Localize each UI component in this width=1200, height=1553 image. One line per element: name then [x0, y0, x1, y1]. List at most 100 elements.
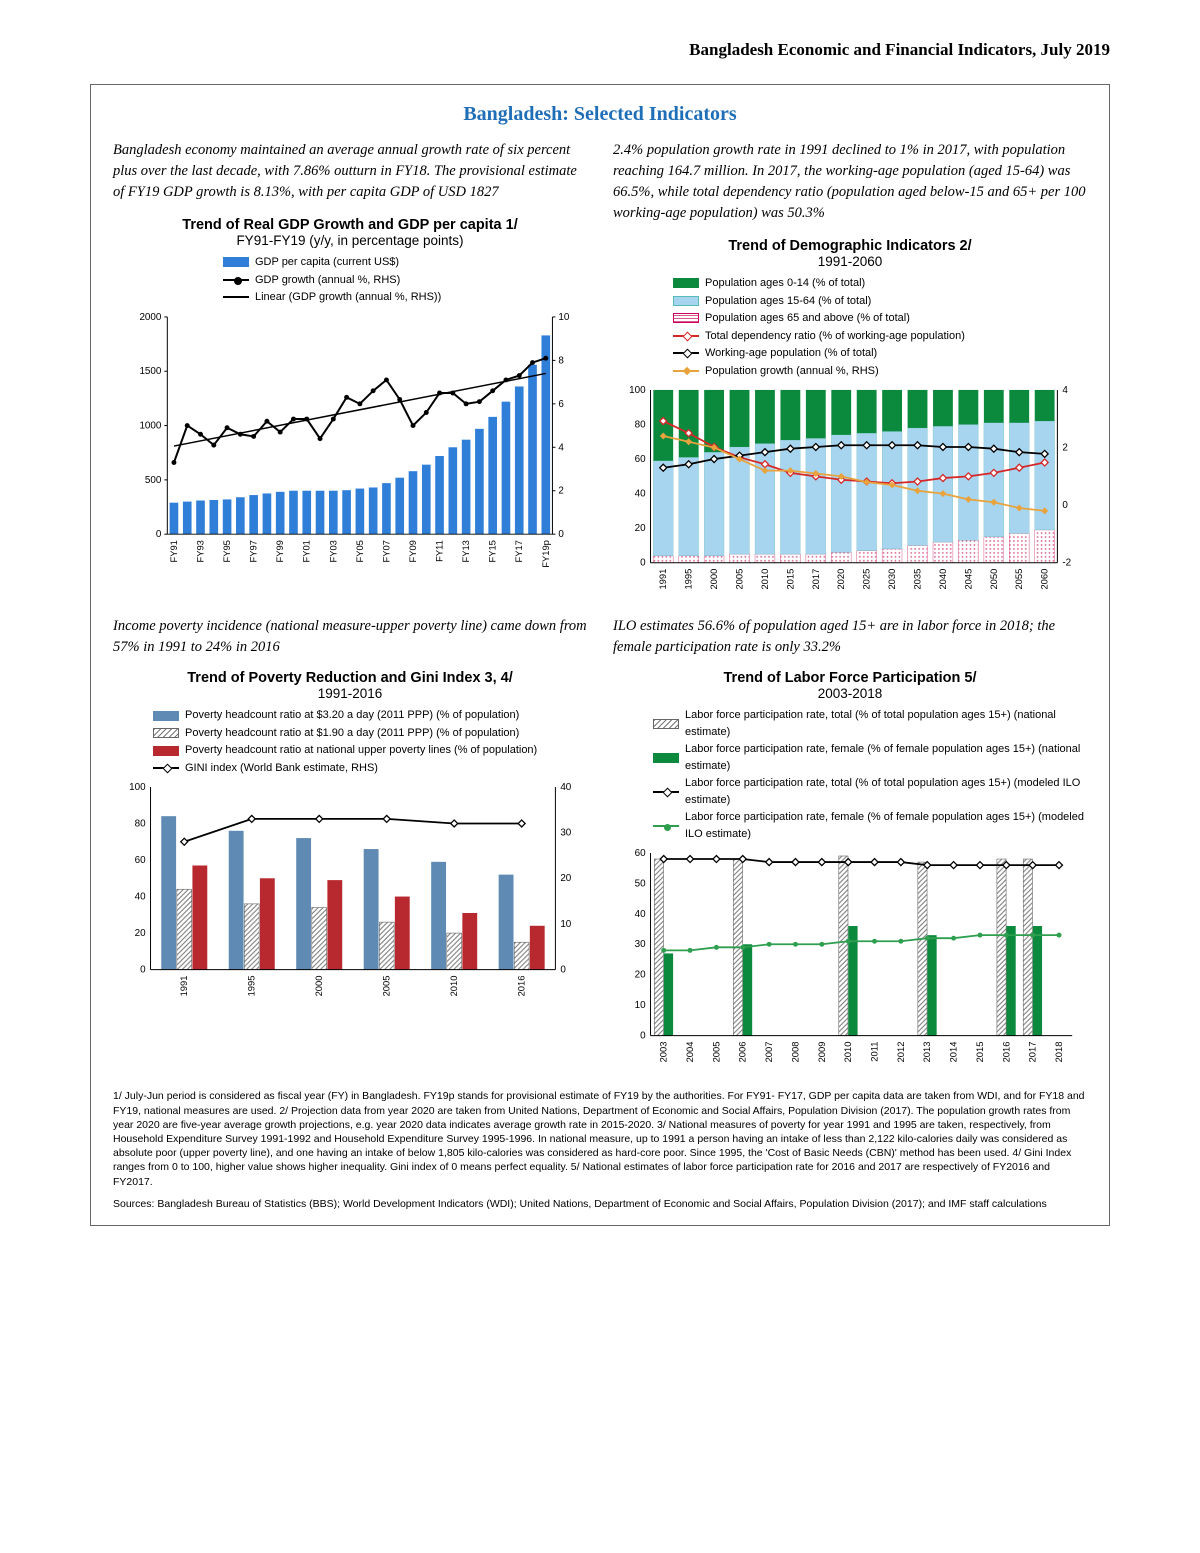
svg-text:2005: 2005 — [382, 976, 392, 997]
footnote: 1/ July-Jun period is considered as fisc… — [113, 1089, 1087, 1188]
svg-text:2011: 2011 — [869, 1042, 879, 1062]
svg-text:20: 20 — [560, 874, 571, 885]
svg-text:2060: 2060 — [1040, 569, 1050, 590]
left-intro: Bangladesh economy maintained an average… — [113, 140, 587, 203]
svg-text:FY05: FY05 — [355, 540, 365, 562]
svg-text:50: 50 — [635, 879, 646, 890]
svg-text:2016: 2016 — [1001, 1042, 1011, 1063]
svg-text:2009: 2009 — [817, 1042, 827, 1063]
chart4: 0102030405060200320042005200620072008200… — [613, 848, 1087, 1075]
svg-text:2010: 2010 — [760, 569, 770, 590]
svg-text:0: 0 — [640, 558, 646, 569]
svg-text:FY91: FY91 — [169, 540, 179, 562]
svg-text:2: 2 — [558, 485, 563, 496]
svg-text:2030: 2030 — [887, 569, 897, 590]
svg-text:FY09: FY09 — [408, 540, 418, 562]
left-midnote: Income poverty incidence (national measu… — [113, 616, 587, 658]
svg-text:4: 4 — [558, 442, 564, 453]
chart4-subtitle: 2003-2018 — [613, 686, 1087, 701]
svg-text:100: 100 — [629, 385, 646, 396]
svg-text:1995: 1995 — [684, 569, 694, 590]
doc-header: Bangladesh Economic and Financial Indica… — [90, 40, 1110, 60]
svg-text:40: 40 — [635, 489, 646, 500]
svg-text:1991: 1991 — [658, 569, 668, 590]
frame: Bangladesh: Selected Indicators Banglade… — [90, 84, 1110, 1226]
chart3: 0204060801000102030401991199520002005201… — [113, 782, 587, 1009]
svg-text:2015: 2015 — [785, 569, 795, 590]
svg-text:2010: 2010 — [843, 1042, 853, 1063]
svg-text:2016: 2016 — [517, 976, 527, 997]
main-title: Bangladesh: Selected Indicators — [113, 103, 1087, 126]
svg-text:1991: 1991 — [179, 976, 189, 997]
svg-text:20: 20 — [135, 928, 146, 939]
svg-text:2014: 2014 — [949, 1042, 959, 1063]
svg-text:30: 30 — [560, 828, 571, 839]
svg-text:2003: 2003 — [659, 1042, 669, 1063]
svg-text:2006: 2006 — [738, 1042, 748, 1063]
svg-text:10: 10 — [635, 1000, 646, 1011]
svg-text:2040: 2040 — [938, 569, 948, 590]
chart1-title: Trend of Real GDP Growth and GDP per cap… — [113, 217, 587, 233]
svg-text:-2: -2 — [1062, 558, 1071, 569]
svg-text:2035: 2035 — [912, 569, 922, 590]
svg-text:2004: 2004 — [685, 1042, 695, 1063]
svg-text:2017: 2017 — [1028, 1042, 1038, 1063]
svg-text:2013: 2013 — [922, 1042, 932, 1063]
chart1-legend: GDP per capita (current US$) GDP growth … — [223, 254, 587, 306]
svg-text:FY97: FY97 — [249, 540, 259, 562]
right-midnote: ILO estimates 56.6% of population aged 1… — [613, 616, 1087, 658]
svg-text:2055: 2055 — [1014, 569, 1024, 590]
svg-text:FY15: FY15 — [488, 540, 498, 562]
svg-text:80: 80 — [635, 420, 646, 431]
svg-text:20: 20 — [635, 970, 646, 981]
svg-text:2000: 2000 — [139, 312, 161, 323]
svg-text:2: 2 — [1062, 443, 1067, 454]
svg-text:FY13: FY13 — [461, 540, 471, 562]
svg-text:2000: 2000 — [709, 569, 719, 590]
chart3-subtitle: 1991-2016 — [113, 686, 587, 701]
svg-text:2025: 2025 — [862, 569, 872, 590]
svg-text:FY93: FY93 — [195, 540, 205, 562]
svg-text:0: 0 — [560, 965, 566, 976]
chart2: 020406080100-202419911995200020052010201… — [613, 385, 1087, 602]
svg-text:20: 20 — [635, 523, 646, 534]
svg-text:60: 60 — [635, 848, 646, 859]
svg-text:40: 40 — [135, 892, 146, 903]
svg-text:30: 30 — [635, 940, 646, 951]
svg-text:0: 0 — [156, 529, 162, 540]
svg-text:FY11: FY11 — [435, 540, 445, 562]
svg-text:FY95: FY95 — [222, 540, 232, 562]
svg-text:2005: 2005 — [734, 569, 744, 590]
svg-text:2017: 2017 — [811, 569, 821, 590]
chart1-subtitle: FY91-FY19 (y/y, in percentage points) — [113, 233, 587, 248]
svg-text:2045: 2045 — [963, 569, 973, 590]
chart2-title: Trend of Demographic Indicators 2/ — [613, 238, 1087, 254]
svg-text:FY99: FY99 — [275, 540, 285, 562]
svg-text:40: 40 — [635, 909, 646, 920]
source: Sources: Bangladesh Bureau of Statistics… — [113, 1197, 1087, 1211]
chart2-legend: Population ages 0-14 (% of total) Popula… — [673, 275, 1087, 379]
svg-text:2007: 2007 — [764, 1042, 774, 1063]
svg-text:60: 60 — [635, 454, 646, 465]
chart3-legend: Poverty headcount ratio at $3.20 a day (… — [153, 707, 587, 776]
svg-text:FY01: FY01 — [302, 540, 312, 562]
svg-text:2000: 2000 — [314, 976, 324, 997]
svg-text:2018: 2018 — [1054, 1042, 1064, 1063]
svg-text:2008: 2008 — [790, 1042, 800, 1063]
chart1: 05001000150020000246810FY91FY93FY95FY97F… — [113, 312, 587, 589]
svg-text:FY19p: FY19p — [541, 540, 551, 568]
right-intro: 2.4% population growth rate in 1991 decl… — [613, 140, 1087, 224]
svg-text:0: 0 — [140, 965, 146, 976]
svg-text:4: 4 — [1062, 385, 1068, 396]
svg-text:10: 10 — [558, 312, 569, 323]
chart4-legend: Labor force participation rate, total (%… — [653, 707, 1087, 842]
svg-text:60: 60 — [135, 855, 146, 866]
svg-text:0: 0 — [640, 1031, 646, 1042]
svg-text:80: 80 — [135, 819, 146, 830]
svg-text:2020: 2020 — [836, 569, 846, 590]
svg-text:2015: 2015 — [975, 1042, 985, 1063]
svg-text:2012: 2012 — [896, 1042, 906, 1063]
svg-text:1000: 1000 — [139, 420, 161, 431]
svg-text:0: 0 — [558, 529, 564, 540]
chart3-title: Trend of Poverty Reduction and Gini Inde… — [113, 670, 587, 686]
